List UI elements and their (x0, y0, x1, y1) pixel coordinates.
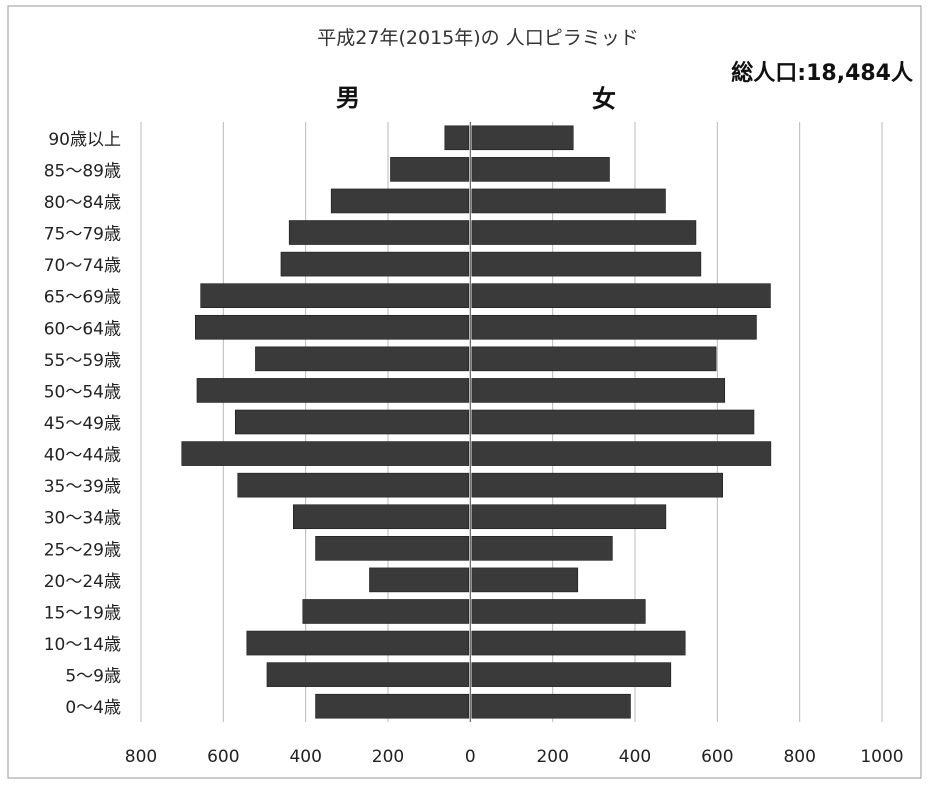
bar-male (196, 378, 470, 403)
bar-female (471, 630, 686, 656)
legend-female-label: 女 (592, 85, 616, 113)
bar-female (471, 188, 666, 214)
category-label: 80〜84歳 (44, 193, 121, 213)
category-label: 90歳以上 (48, 130, 121, 150)
x-tick-label: 600 (701, 747, 733, 767)
x-tick-label: 200 (372, 747, 404, 767)
bar-female (471, 157, 610, 182)
bar-male (266, 662, 470, 687)
category-label: 15〜19歳 (44, 603, 121, 623)
bar-female (471, 251, 702, 277)
bar-female (471, 125, 574, 151)
bar-female (471, 283, 771, 308)
bar-female (471, 504, 667, 530)
bar-male (255, 346, 470, 372)
category-label: 75〜79歳 (44, 225, 121, 245)
bar-male (234, 409, 470, 435)
category-label: 5〜9歳 (65, 667, 121, 687)
labels-layer: 800 600 400 200 0 200 400 600 800 1000 0〜4歳 5〜9歳 10〜… (44, 130, 904, 767)
category-label: 40〜44歳 (44, 446, 121, 466)
category-label: 60〜64歳 (44, 319, 121, 339)
category-label: 35〜39歳 (44, 477, 121, 497)
category-label: 55〜59歳 (44, 351, 121, 371)
category-label: 30〜34歳 (44, 509, 121, 529)
bar-male (302, 599, 470, 624)
bar-male (181, 441, 470, 466)
x-tick-label: 1000 (860, 747, 903, 767)
bar-male (288, 220, 470, 245)
bar-female (471, 536, 613, 561)
x-tick-label: 600 (207, 747, 239, 767)
bar-female (471, 409, 755, 435)
bar-male (280, 251, 470, 277)
bar-female (471, 220, 697, 245)
chart-title: 平成27年(2015年)の 人口ピラミッド (317, 27, 638, 49)
x-tick-label: 0 (465, 747, 476, 767)
bar-female (471, 662, 672, 687)
category-label: 85〜89歳 (44, 161, 121, 181)
bar-male (444, 125, 470, 151)
category-label: 10〜14歳 (44, 635, 121, 655)
category-label: 45〜49歳 (44, 414, 121, 434)
bar-male (330, 188, 470, 214)
bar-male (315, 693, 470, 719)
bars-layer (181, 125, 772, 719)
bar-female (471, 314, 757, 340)
bar-male (369, 567, 470, 593)
bar-female (471, 472, 723, 498)
bar-male (237, 472, 470, 498)
bar-male (200, 283, 470, 308)
bar-male (293, 504, 470, 530)
category-label: 0〜4歳 (65, 698, 121, 718)
x-tick-label: 200 (536, 747, 568, 767)
category-label: 25〜29歳 (44, 540, 121, 560)
legend-male-label: 男 (336, 84, 360, 112)
category-label: 50〜54歳 (44, 382, 121, 402)
x-tick-label: 400 (289, 747, 321, 767)
bar-male (390, 157, 470, 182)
x-tick-label: 800 (125, 747, 157, 767)
x-tick-label: 800 (783, 747, 815, 767)
bar-female (471, 378, 726, 403)
bar-female (471, 567, 579, 593)
x-tick-label: 400 (619, 747, 651, 767)
category-label: 70〜74歳 (44, 256, 121, 276)
bar-male (246, 630, 470, 656)
bar-female (471, 441, 772, 466)
total-population-label: 総人口:18,484人 (731, 60, 913, 86)
bar-female (471, 693, 631, 719)
bar-male (315, 536, 470, 561)
category-label: 20〜24歳 (44, 572, 121, 592)
bar-female (471, 346, 717, 372)
bar-male (195, 314, 470, 340)
category-label: 65〜69歳 (44, 288, 121, 308)
bar-female (471, 599, 646, 624)
